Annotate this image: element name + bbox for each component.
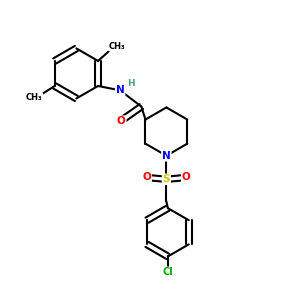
Text: N: N: [116, 85, 124, 95]
Text: CH₃: CH₃: [109, 42, 125, 51]
Text: CH₃: CH₃: [26, 93, 42, 102]
Text: S: S: [163, 174, 170, 184]
Text: O: O: [182, 172, 190, 182]
Text: O: O: [142, 172, 151, 182]
Text: N: N: [162, 151, 171, 161]
Text: O: O: [117, 116, 126, 126]
Text: H: H: [128, 80, 135, 88]
Text: Cl: Cl: [163, 267, 173, 277]
